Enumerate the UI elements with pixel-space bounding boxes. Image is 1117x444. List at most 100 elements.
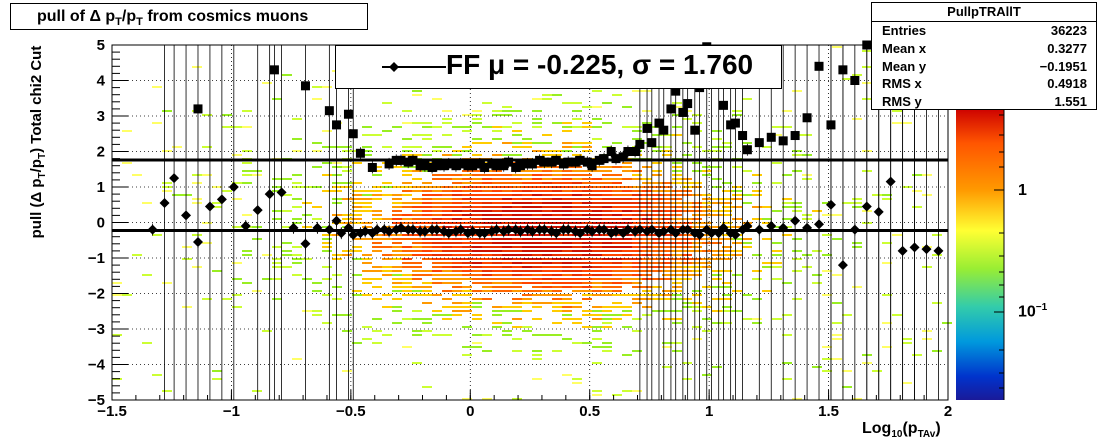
histogram-bin	[852, 398, 862, 400]
histogram-bin	[622, 294, 632, 296]
histogram-bin	[272, 298, 282, 300]
histogram-bin	[542, 270, 552, 272]
colorbar-tick-0.1: 10−1	[1018, 302, 1048, 321]
histogram-bin	[542, 334, 552, 336]
histogram-bin	[482, 266, 492, 268]
histogram-bin	[232, 198, 242, 200]
histogram-bin	[352, 214, 362, 216]
mean-point	[407, 224, 418, 235]
histogram-bin	[312, 218, 322, 220]
stats-row: Mean y −0.1951	[882, 58, 1087, 74]
histogram-bin	[882, 262, 892, 264]
histogram-bin	[532, 110, 542, 112]
histogram-bin	[932, 234, 942, 236]
mean-point	[599, 224, 610, 235]
histogram-bin	[372, 238, 382, 240]
stats-row: Entries 36223	[882, 23, 1087, 38]
histogram-bin	[632, 294, 642, 296]
histogram-bin	[712, 254, 722, 256]
mean-point	[790, 215, 801, 226]
histogram-bin	[592, 278, 602, 280]
histogram-bin	[422, 322, 432, 324]
histogram-bin	[522, 202, 532, 204]
histogram-bin	[442, 238, 452, 240]
histogram-bin	[672, 270, 682, 272]
histogram-bin	[572, 190, 582, 192]
sigma-point	[463, 161, 473, 171]
histogram-bin	[322, 278, 332, 280]
histogram-bin	[632, 302, 642, 304]
histogram-bin	[572, 246, 582, 248]
histogram-bin	[682, 258, 692, 260]
histogram-bin	[942, 322, 952, 324]
histogram-bin	[372, 270, 382, 272]
histogram-bin	[662, 290, 672, 292]
histogram-bin	[632, 210, 642, 212]
histogram-bin	[502, 274, 512, 276]
histogram-bin	[632, 318, 642, 320]
histogram-bin	[412, 286, 422, 288]
histogram-bin	[622, 250, 632, 252]
histogram-bin	[732, 242, 742, 244]
histogram-bin	[562, 294, 572, 296]
histogram-bin	[672, 266, 682, 268]
histogram-bin	[162, 282, 172, 284]
histogram-bin	[282, 266, 292, 268]
histogram-bin	[782, 202, 792, 204]
histogram-bin	[422, 246, 432, 248]
histogram-bin	[432, 334, 442, 336]
sigma-point	[654, 118, 664, 128]
histogram-bin	[692, 186, 702, 188]
histogram-bin	[532, 118, 542, 120]
histogram-bin	[632, 270, 642, 272]
histogram-bin	[332, 298, 342, 300]
histogram-bin	[392, 238, 402, 240]
histogram-bin	[512, 306, 522, 308]
histogram-bin	[512, 198, 522, 200]
histogram-bin	[742, 142, 752, 144]
histogram-bin	[422, 222, 432, 224]
histogram-bin	[482, 214, 492, 216]
histogram-bin	[772, 266, 782, 268]
histogram-bin	[632, 170, 642, 172]
histogram-bin	[272, 262, 282, 264]
histogram-bin	[412, 218, 422, 220]
histogram-bin	[562, 338, 572, 340]
histogram-bin	[552, 170, 562, 172]
histogram-bin	[422, 198, 432, 200]
histogram-bin	[692, 310, 702, 312]
histogram-bin	[542, 166, 552, 168]
histogram-bin	[502, 262, 512, 264]
histogram-bin	[852, 246, 862, 248]
sigma-point	[451, 161, 461, 171]
histogram-bin	[482, 238, 492, 240]
histogram-bin	[552, 298, 562, 300]
histogram-bin	[732, 114, 742, 116]
histogram-bin	[452, 222, 462, 224]
sigma-point	[630, 147, 640, 156]
histogram-bin	[542, 202, 552, 204]
histogram-bin	[372, 318, 382, 320]
histogram-bin	[722, 222, 732, 224]
histogram-bin	[532, 266, 542, 268]
histogram-bin	[572, 214, 582, 216]
histogram-bin	[512, 338, 522, 340]
histogram-bin	[732, 290, 742, 292]
stats-box: PullpTRAllT Entries 36223 Mean x 0.3277 Me…	[871, 2, 1097, 110]
histogram-bin	[362, 134, 372, 136]
histogram-bin	[672, 134, 682, 136]
histogram-bin	[522, 310, 532, 312]
histogram-bin	[522, 190, 532, 192]
sigma-point	[499, 161, 509, 171]
mean-point	[192, 237, 203, 248]
histogram-bin	[652, 194, 662, 196]
histogram-bin	[442, 314, 452, 316]
histogram-bin	[232, 126, 242, 128]
x-tick-label: 1	[705, 403, 713, 420]
x-tick-label: −1.5	[97, 403, 127, 420]
histogram-bin	[552, 246, 562, 248]
histogram-bin	[502, 218, 512, 220]
histogram-bin	[592, 258, 602, 260]
histogram-bin	[902, 122, 912, 124]
histogram-bin	[382, 182, 392, 184]
